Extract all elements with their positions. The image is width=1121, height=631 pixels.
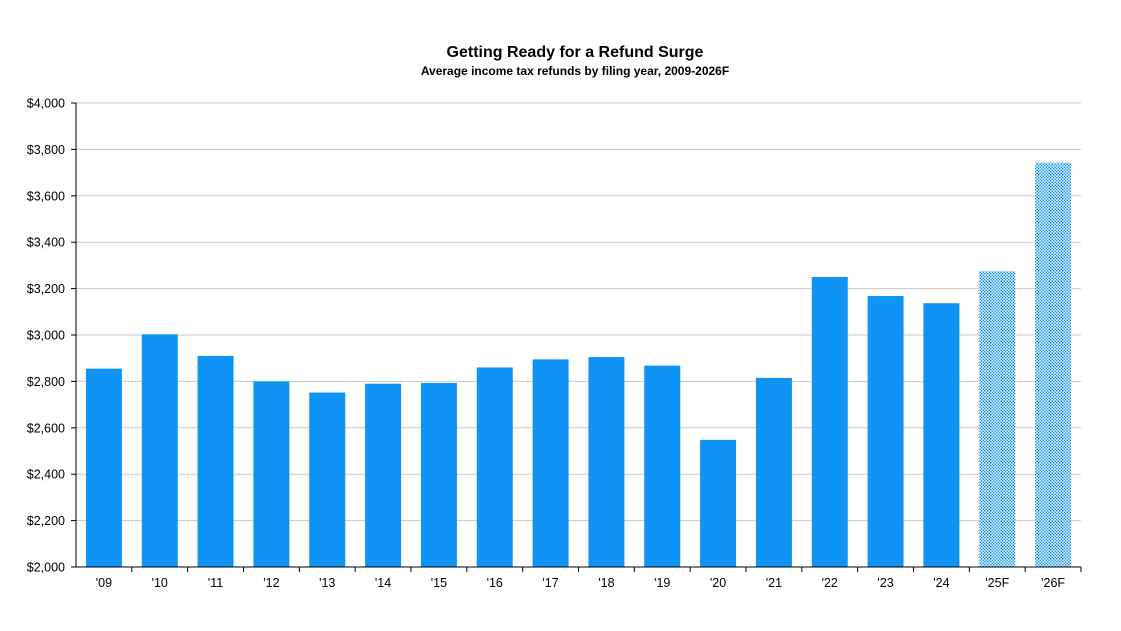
y-tick-label: $2,800 bbox=[27, 375, 65, 389]
bar bbox=[532, 359, 569, 567]
x-tick-label: '25F bbox=[985, 576, 1009, 590]
x-tick-label: '15 bbox=[431, 576, 447, 590]
bar bbox=[588, 357, 625, 567]
x-tick-label: '16 bbox=[487, 576, 503, 590]
x-tick-label: '24 bbox=[933, 576, 949, 590]
bar bbox=[420, 383, 457, 567]
chart-title: Getting Ready for a Refund Surge bbox=[446, 44, 704, 61]
x-tick-label: '21 bbox=[766, 576, 782, 590]
x-tick-label: '17 bbox=[542, 576, 558, 590]
y-tick-label: $2,200 bbox=[27, 514, 65, 528]
bar bbox=[476, 367, 513, 567]
x-tick-label: '09 bbox=[96, 576, 112, 590]
bar bbox=[85, 368, 122, 567]
x-tick-label: '22 bbox=[822, 576, 838, 590]
forecast-bar bbox=[1035, 162, 1072, 567]
x-tick-label: '13 bbox=[319, 576, 335, 590]
y-tick-label: $3,200 bbox=[27, 282, 65, 296]
bar bbox=[867, 296, 904, 567]
bar bbox=[811, 277, 848, 567]
gridlines bbox=[76, 102, 1081, 522]
bars bbox=[85, 162, 1072, 567]
bar bbox=[923, 303, 960, 567]
y-axis-ticks: $2,000 $2,200 $2,400 $2,600 $2,800 $3,000 $3,2… bbox=[27, 97, 76, 575]
chart-subtitle: Average income tax refunds by filing yea… bbox=[420, 64, 730, 78]
bar bbox=[309, 392, 346, 567]
bar bbox=[365, 383, 402, 567]
x-tick-label: '18 bbox=[598, 576, 614, 590]
x-tick-label: '26F bbox=[1041, 576, 1065, 590]
x-tick-label: '23 bbox=[877, 576, 893, 590]
x-tick-label: '19 bbox=[654, 576, 670, 590]
y-tick-label: $3,800 bbox=[27, 143, 65, 157]
x-tick-label: '10 bbox=[152, 576, 168, 590]
bar bbox=[141, 334, 178, 567]
bar bbox=[700, 439, 737, 567]
x-tick-label: '14 bbox=[375, 576, 391, 590]
y-tick-label: $3,400 bbox=[27, 236, 65, 250]
bar bbox=[253, 381, 290, 567]
x-tick-label: '20 bbox=[710, 576, 726, 590]
x-tick-label: '12 bbox=[263, 576, 279, 590]
y-tick-label: $4,000 bbox=[27, 97, 65, 111]
y-tick-label: $2,400 bbox=[27, 468, 65, 482]
x-tick-label: '11 bbox=[208, 576, 223, 590]
y-tick-label: $3,600 bbox=[27, 189, 65, 203]
y-tick-label: $2,600 bbox=[27, 421, 65, 435]
bar bbox=[197, 355, 234, 567]
forecast-bar bbox=[979, 271, 1016, 567]
y-tick-label: $2,000 bbox=[27, 561, 65, 575]
bar bbox=[755, 377, 792, 567]
x-axis-ticks: '09 '10 '11 '12 '13 '14 '15 '16 '17 '18 '19 '20 '21 '… bbox=[96, 567, 1082, 590]
y-tick-label: $3,000 bbox=[27, 329, 65, 343]
bar bbox=[644, 365, 681, 567]
